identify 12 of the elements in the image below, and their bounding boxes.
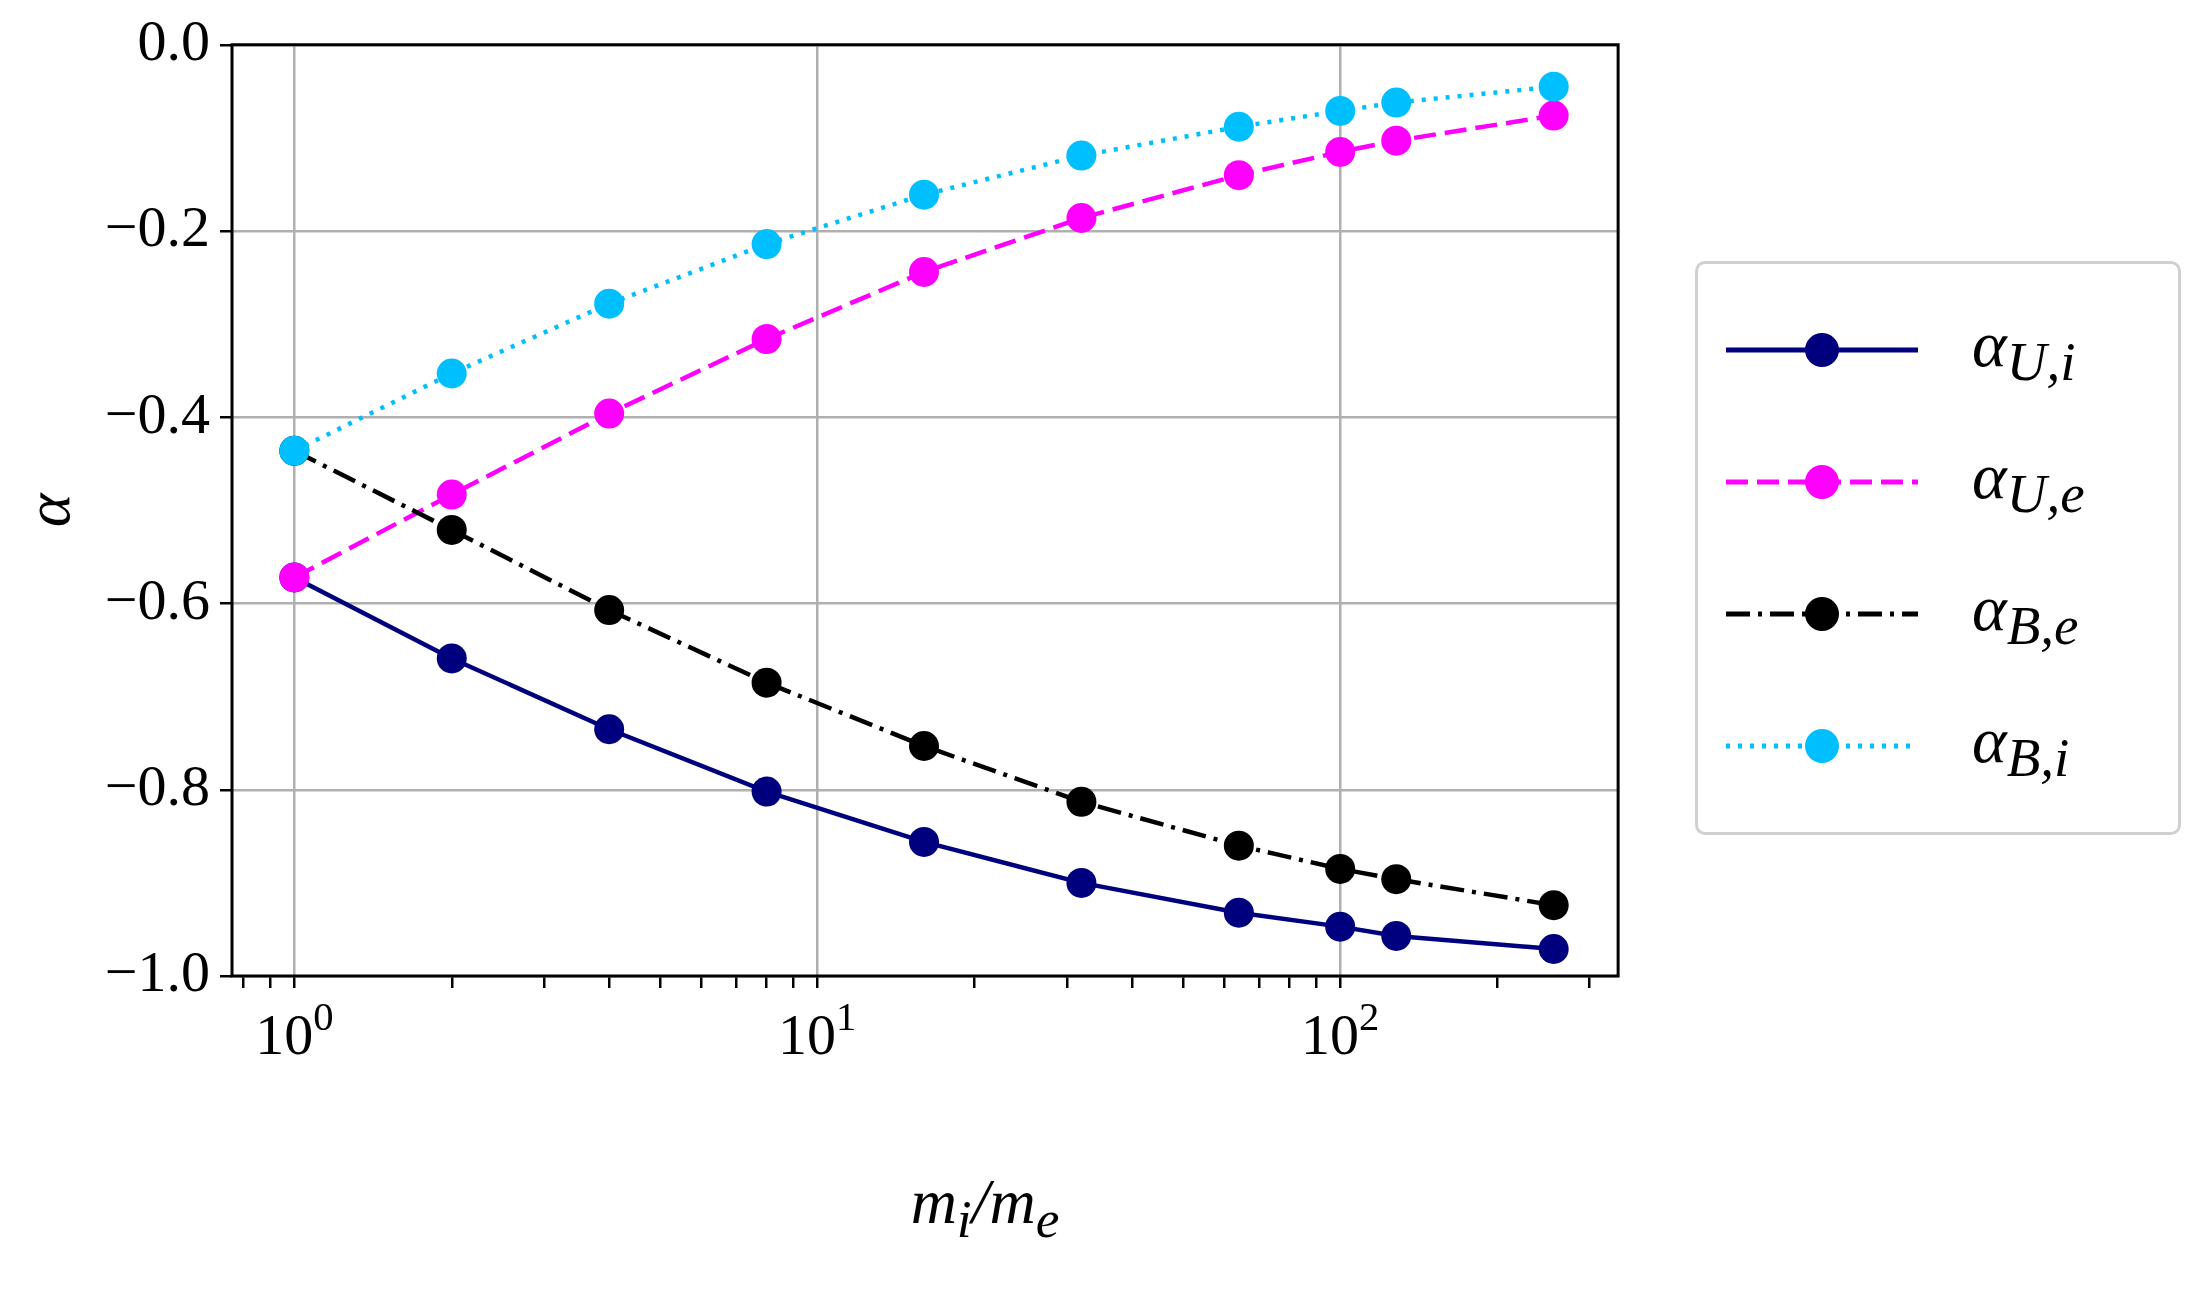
y-tick-label: 0.0 <box>137 8 211 74</box>
y-tick-label: −0.4 <box>104 380 211 446</box>
y-tick-label: −0.2 <box>104 194 211 260</box>
x-axis-title: m$_{i}$/m$_{e}$ <box>909 1165 1061 1250</box>
y-tick-label: −0.6 <box>104 566 211 632</box>
y-tick-label: −1.0 <box>104 939 211 1005</box>
legend-label: α$_{B,i}$ <box>1972 702 2070 790</box>
legend-label: α$_{B,e}$ <box>1972 570 2079 658</box>
legend-label: α$_{U,i}$ <box>1972 306 2076 394</box>
y-axis-title: α <box>12 492 84 528</box>
y-tick-label: −0.8 <box>104 752 211 818</box>
legend-label: α$_{U,e}$ <box>1972 438 2085 526</box>
